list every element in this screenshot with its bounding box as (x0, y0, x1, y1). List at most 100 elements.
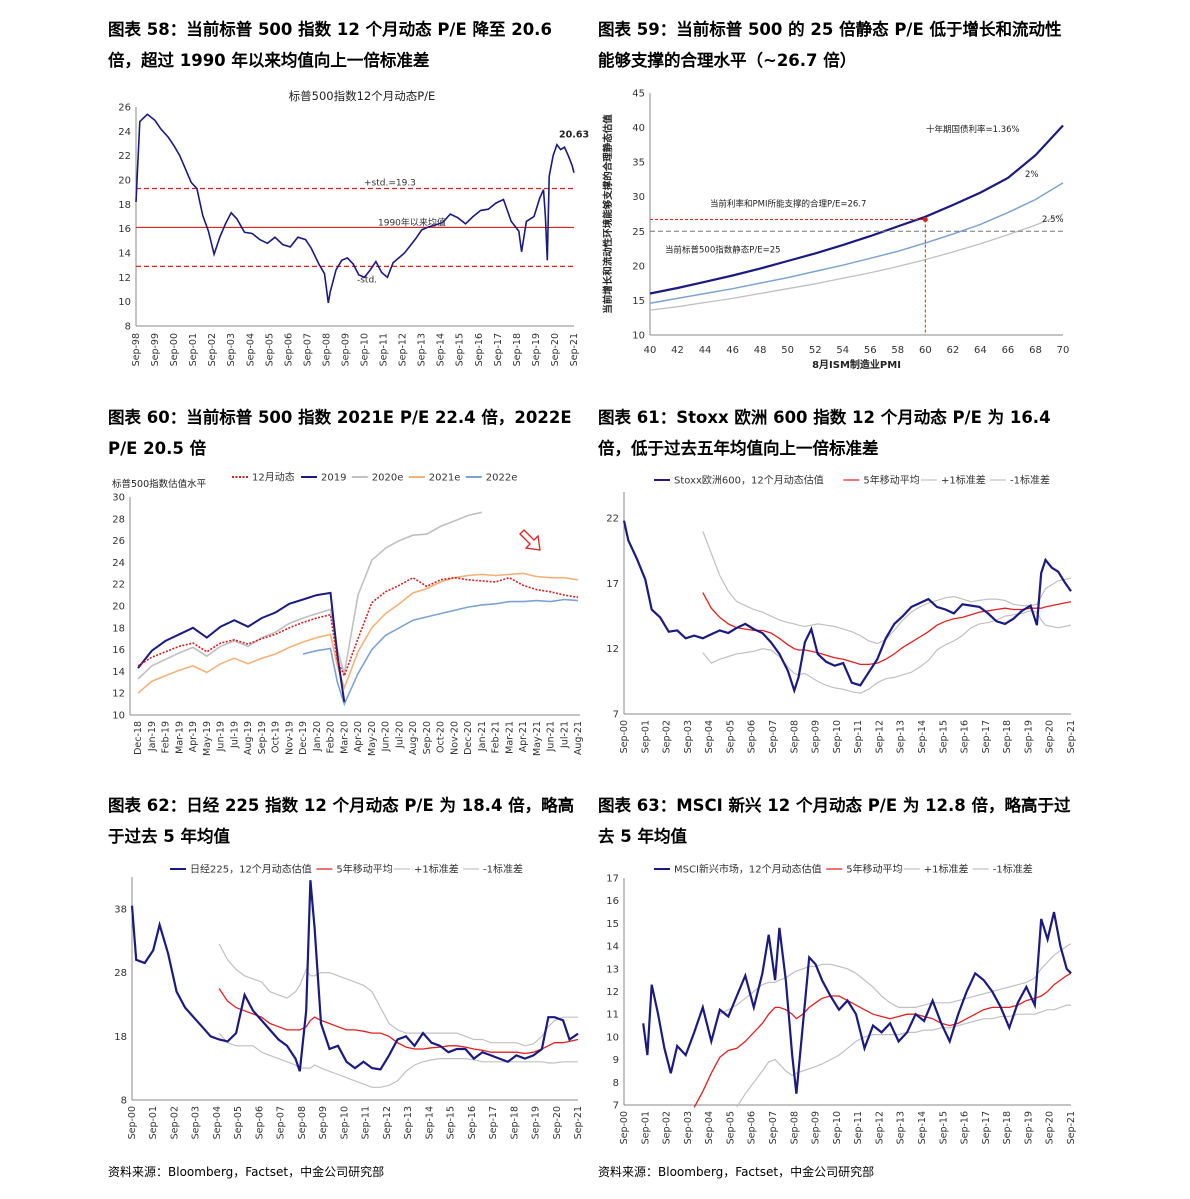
chart-58-xtick-label: Sep-12 (398, 333, 409, 366)
chart-63-xtick-label: Sep-12 (874, 1111, 885, 1144)
chart-62-xtick-label: Sep-08 (297, 1106, 308, 1139)
chart-60-xtick-label: Sep-20 (422, 721, 433, 754)
chart-61-xtick-label: Sep-19 (1023, 720, 1034, 753)
chart-58-data-label: 20.63 (559, 129, 589, 140)
chart-60-xtick-label: Nov-20 (449, 721, 460, 755)
chart-61-xtick-label: Sep-06 (747, 720, 758, 753)
chart-63-legend-label: 5年移动平均 (846, 863, 902, 876)
caption-chart-63: 图表 63：MSCI 新兴 12 个月动态 P/E 为 12.8 倍，略高于过去… (598, 796, 1071, 846)
chart-60-series-line (137, 591, 346, 703)
chart-59-xtick-label: 70 (1057, 345, 1070, 356)
chart-63-ytick-label: 15 (606, 919, 619, 930)
chart-62-xtick-label: Sep-07 (276, 1106, 287, 1139)
chart-59-ytick-label: 15 (632, 296, 645, 307)
chart-60-xtick-label: Feb-20 (326, 721, 337, 753)
chart-58-xtick-label: Sep-99 (150, 333, 161, 366)
chart-63-xtick-label: Sep-07 (768, 1111, 779, 1144)
chart-60-series-line (137, 576, 579, 678)
chart-63-legend-label: -1标准差 (993, 863, 1033, 876)
chart-63-xtick-label: Sep-04 (704, 1111, 715, 1144)
chart-59-y-axis-title: 当前增长和流动性环境能够支撑的合理静态估值 (602, 114, 614, 314)
chart-58-ytick-label: 10 (118, 297, 131, 308)
chart-63-xtick-label: Sep-21 (1066, 1111, 1077, 1144)
chart-62-xtick-label: Sep-14 (424, 1106, 435, 1139)
chart-61-ytick-label: 17 (606, 579, 619, 590)
chart-59-ytick-label: 25 (632, 227, 645, 238)
chart-62-xtick-label: Sep-04 (212, 1106, 223, 1139)
chart-60-xtick-label: Feb-21 (491, 721, 502, 753)
chart-61-series-line (702, 592, 1072, 666)
chart-60-xtick-label: Sep-19 (257, 721, 268, 754)
chart-61-xtick-label: Sep-13 (896, 720, 907, 753)
chart-60-ytick-label: 12 (112, 689, 125, 700)
chart-60-xtick-label: Oct-19 (271, 721, 282, 753)
chart-58-ytick-label: 18 (118, 200, 131, 211)
chart-59-ref-label: 当前标普500指数静态P/E=25 (665, 244, 781, 255)
chart-61-ytick-label: 22 (606, 514, 619, 525)
chart-60-series-line (137, 572, 579, 694)
chart-60-xtick-label: Jul-20 (394, 721, 405, 749)
chart-58-ref-label: 1990年以来均值 (378, 216, 446, 228)
chart-62-svg: 8 18 28 38 日经225，12个月动态估值 5年移动平均 +1标准差 -1标准差 Sep… (114, 863, 584, 1140)
chart-63-series-line (736, 1004, 1071, 1108)
chart-61-xtick-label: Sep-20 (1045, 720, 1056, 753)
chart-62-xtick-label: Sep-17 (488, 1106, 499, 1139)
chart-60-legend-label: 2022e (486, 473, 518, 484)
chart-62-xtick-label: Sep-10 (339, 1106, 350, 1139)
chart-61-ytick-label: 12 (606, 644, 619, 655)
chart-63-xtick-label: Sep-19 (1023, 1111, 1034, 1144)
chart-60-ytick-label: 30 (112, 493, 125, 504)
chart-61-svg: 7 12 17 22 Stoxx欧洲600，12个月动态估值 5年移动平均 +1标准差 -1标… (606, 474, 1077, 754)
chart-58-ytick-label: 8 (125, 322, 131, 333)
chart-63-xtick-label: Sep-09 (811, 1111, 822, 1144)
chart-63-xtick-label: Sep-16 (960, 1111, 971, 1144)
chart-60-legend-label: 2021e (429, 473, 461, 484)
chart-62-xtick-label: Sep-20 (552, 1106, 563, 1139)
chart-62-legend-label: +1标准差 (414, 863, 459, 876)
chart-59-marker-point (922, 217, 928, 223)
chart-58-xtick-label: Sep-17 (493, 333, 504, 366)
chart-59-xtick-label: 64 (974, 345, 987, 356)
chart-61-xtick-label: Sep-16 (960, 720, 971, 753)
chart-62-ytick-label: 8 (121, 1096, 127, 1107)
chart-62-xtick-label: Sep-00 (127, 1106, 138, 1139)
chart-60-xtick-label: Aug-19 (243, 721, 254, 755)
chart-59-ref-label: 当前利率和PMI所能支撑的合理P/E=26.7 (710, 199, 866, 210)
chart-58-xtick-label: Sep-13 (417, 333, 428, 366)
chart-58-ytick-label: 12 (118, 273, 131, 284)
chart-61-xtick-label: Sep-10 (832, 720, 843, 753)
chart-62-series-line (218, 988, 579, 1055)
chart-61-xtick-label: Sep-14 (917, 720, 928, 753)
chart-60-xtick-label: Dec-19 (298, 721, 309, 755)
chart-61-xtick-label: Sep-18 (1002, 720, 1013, 753)
chart-61-xtick-label: Sep-09 (811, 720, 822, 753)
chart-59-xtick-label: 56 (864, 345, 877, 356)
chart-62-series-line (218, 1032, 578, 1088)
chart-59-ytick-label: 35 (632, 158, 645, 169)
chart-60-ytick-label: 26 (112, 536, 125, 547)
chart-58-xtick-label: Sep-02 (207, 333, 218, 366)
chart-60-xtick-label: Apr-21 (518, 721, 529, 752)
chart-62: 8 18 28 38 日经225，12个月动态估值 5年移动平均 +1标准差 -1标准差 Sep… (100, 855, 590, 1155)
chart-58-xtick-label: Sep-21 (569, 333, 580, 366)
chart-63-xtick-label: Sep-00 (619, 1111, 630, 1144)
chart-61-legend-label: Stoxx欧洲600，12个月动态估值 (674, 474, 824, 487)
chart-63-xtick-label: Sep-03 (683, 1111, 694, 1144)
chart-61-series-line (702, 610, 1072, 694)
chart-59-series-line (649, 213, 1064, 311)
chart-60: 标普500指数估值水平 10 12 14 16 18 20 22 24 26 28 30 12月动态 20… (100, 466, 590, 771)
caption-chart-62: 图表 62：日经 225 指数 12 个月动态 P/E 为 18.4 倍，略高于… (108, 796, 575, 846)
chart-60-ytick-label: 14 (112, 667, 125, 678)
chart-61-xtick-label: Sep-04 (704, 720, 715, 753)
chart-58-xtick-label: Sep-98 (131, 333, 142, 366)
chart-58: 标普500指数12个月动态P/E 8 10 12 14 16 18 20 22 24 26 +std.… (100, 83, 590, 378)
chart-60-ytick-label: 22 (112, 580, 125, 591)
chart-59-ytick-label: 30 (632, 192, 645, 203)
caption-chart-60: 图表 60：当前标普 500 指数 2021E P/E 22.4 倍，2022E… (108, 408, 572, 458)
chart-60-xtick-label: Jan-20 (312, 721, 323, 752)
chart-58-ref-label: +std.=19.3 (364, 179, 416, 189)
chart-61-legend-label: -1标准差 (1010, 474, 1050, 487)
chart-61-xtick-label: Sep-05 (725, 720, 736, 753)
chart-59-xtick-label: 60 (919, 345, 932, 356)
chart-62-xtick-label: Sep-18 (509, 1106, 520, 1139)
